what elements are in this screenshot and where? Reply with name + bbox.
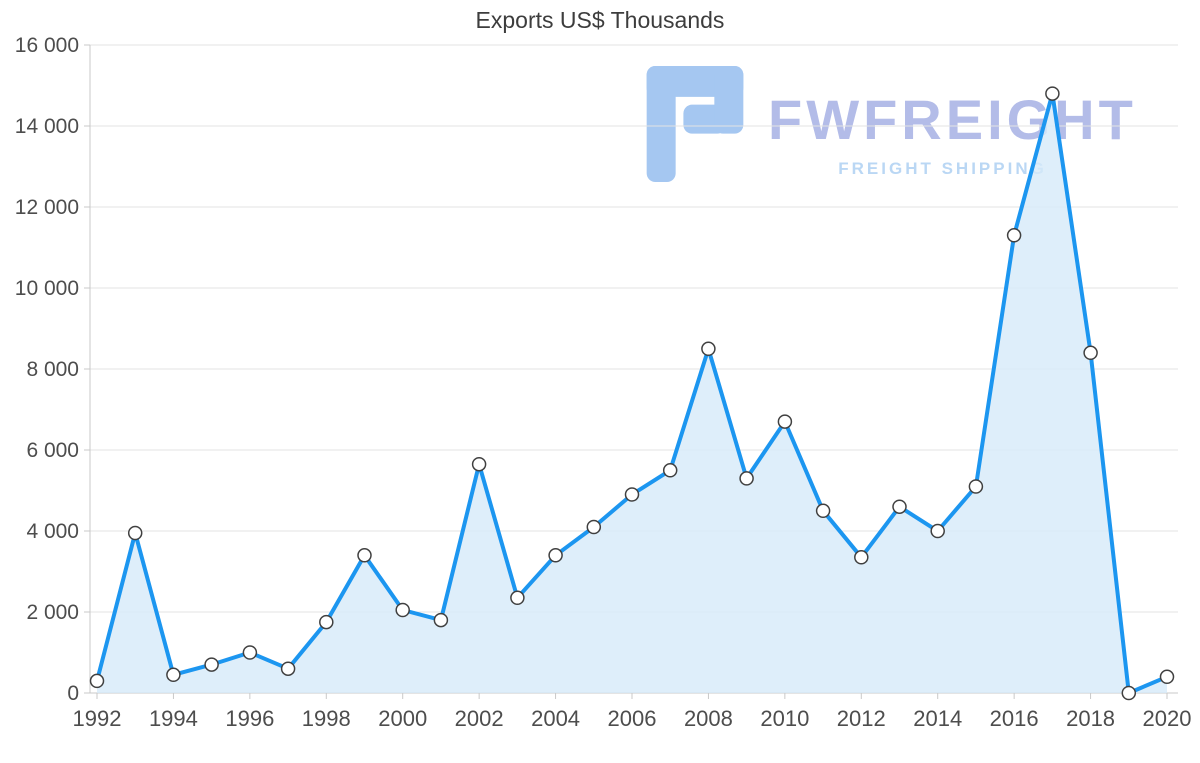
x-axis-label: 2010 bbox=[760, 706, 809, 731]
data-point-marker bbox=[701, 341, 716, 357]
x-axis-label: 2002 bbox=[455, 706, 504, 731]
data-point-marker bbox=[624, 487, 640, 502]
x-axis-label: 2014 bbox=[913, 706, 962, 731]
data-point-marker bbox=[204, 657, 219, 672]
chart-title: Exports US$ Thousands bbox=[475, 7, 725, 33]
data-point-marker bbox=[1006, 228, 1022, 243]
data-point-marker bbox=[739, 471, 754, 486]
data-point-marker bbox=[892, 499, 907, 514]
y-axis-label: 0 bbox=[67, 682, 79, 705]
x-axis-label: 1994 bbox=[149, 706, 198, 731]
data-point-marker bbox=[280, 661, 296, 676]
y-axis-label: 2 000 bbox=[26, 601, 79, 624]
x-axis-label: 2006 bbox=[608, 706, 657, 731]
y-axis-label: 10 000 bbox=[15, 277, 79, 300]
data-point-marker bbox=[815, 503, 831, 519]
data-point-marker bbox=[395, 602, 410, 618]
data-point-marker bbox=[1159, 669, 1175, 685]
data-point-marker bbox=[471, 456, 487, 472]
data-point-marker bbox=[319, 614, 334, 630]
data-point-marker bbox=[1121, 685, 1137, 701]
data-point-marker bbox=[854, 550, 869, 565]
data-point-marker bbox=[586, 519, 602, 535]
x-axis-label: 2016 bbox=[990, 706, 1039, 731]
data-point-marker bbox=[1083, 345, 1098, 361]
data-point-marker bbox=[777, 414, 793, 429]
data-point-marker bbox=[242, 645, 258, 660]
y-axis-label: 16 000 bbox=[15, 34, 79, 57]
data-point-marker bbox=[357, 548, 372, 563]
series-area bbox=[97, 93, 1167, 694]
y-axis-label: 6 000 bbox=[26, 439, 79, 462]
data-point-marker bbox=[510, 590, 525, 606]
x-axis-label: 1996 bbox=[225, 706, 274, 731]
x-axis-label: 2008 bbox=[684, 706, 733, 731]
x-axis-label: 1998 bbox=[302, 706, 351, 731]
y-axis-label: 12 000 bbox=[15, 196, 79, 219]
x-axis-label: 2018 bbox=[1066, 706, 1115, 731]
x-axis-label: 1992 bbox=[73, 706, 122, 731]
x-axis-label: 2012 bbox=[837, 706, 886, 731]
data-point-marker bbox=[968, 479, 984, 494]
y-axis-label: 4 000 bbox=[26, 520, 79, 543]
x-axis-label: 2004 bbox=[531, 706, 580, 731]
y-axis-label: 8 000 bbox=[26, 358, 79, 381]
data-point-marker bbox=[89, 673, 105, 689]
x-axis-label: 2020 bbox=[1143, 706, 1192, 731]
data-point-marker bbox=[662, 463, 678, 478]
x-axis-label: 2000 bbox=[378, 706, 427, 731]
y-axis-label: 14 000 bbox=[15, 115, 79, 138]
data-point-marker bbox=[433, 612, 449, 628]
data-point-marker bbox=[127, 525, 143, 541]
data-point-marker bbox=[930, 523, 945, 539]
data-point-marker bbox=[548, 548, 563, 563]
data-point-marker bbox=[166, 667, 181, 683]
data-point-marker bbox=[1045, 86, 1060, 101]
